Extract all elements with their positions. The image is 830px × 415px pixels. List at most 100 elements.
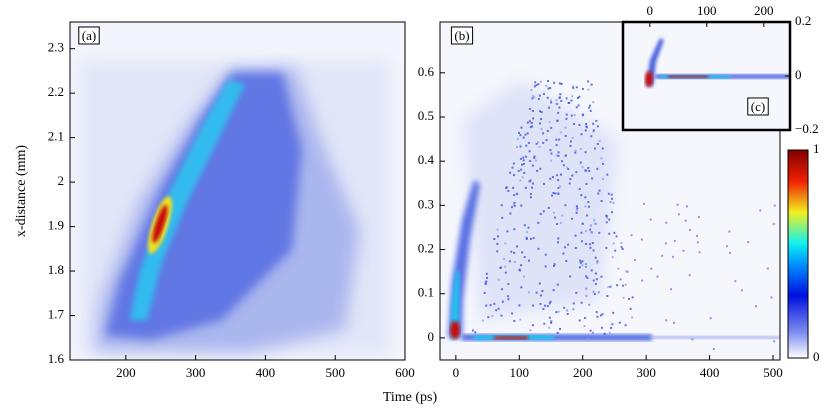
- noise-dot: [585, 182, 588, 185]
- noise-dot: [495, 309, 498, 312]
- y-tick-label: 0.3: [418, 196, 434, 211]
- x-tick-label: 0: [453, 365, 460, 380]
- noise-dot: [773, 204, 776, 207]
- noise-dot: [537, 247, 540, 250]
- noise-dot: [614, 249, 617, 252]
- noise-dot: [729, 251, 732, 254]
- noise-dot: [549, 149, 552, 152]
- noise-dot: [542, 210, 545, 213]
- noise-dot: [487, 316, 490, 319]
- noise-dot: [587, 80, 590, 83]
- noise-dot: [519, 134, 522, 137]
- noise-dot: [506, 230, 509, 233]
- noise-dot: [523, 171, 526, 174]
- noise-dot: [584, 266, 587, 269]
- y-tick-label: 0: [813, 349, 820, 364]
- noise-dot: [556, 283, 559, 286]
- x-axis-label: Time (ps): [383, 390, 438, 405]
- noise-dot: [595, 311, 598, 314]
- noise-dot: [491, 314, 494, 317]
- noise-dot: [712, 347, 715, 350]
- y-tick-label: 0.4: [418, 152, 435, 167]
- noise-dot: [585, 126, 588, 129]
- noise-dot: [568, 182, 571, 185]
- noise-dot: [551, 176, 554, 179]
- noise-dot: [553, 263, 556, 266]
- noise-dot: [579, 261, 582, 264]
- noise-dot: [594, 222, 597, 225]
- noise-dot: [543, 182, 546, 185]
- noise-dot: [506, 295, 509, 298]
- noise-dot: [519, 145, 522, 148]
- noise-dot: [528, 107, 531, 110]
- noise-dot: [520, 204, 523, 207]
- noise-dot: [538, 146, 541, 149]
- y-tick-label: 0.5: [418, 108, 434, 123]
- noise-dot: [546, 305, 549, 308]
- noise-dot: [509, 212, 512, 215]
- noise-dot: [585, 287, 588, 290]
- noise-dot: [565, 97, 568, 100]
- noise-dot: [575, 106, 578, 109]
- noise-dot: [536, 169, 539, 172]
- noise-dot: [569, 140, 572, 143]
- noise-dot: [529, 126, 532, 129]
- noise-dot: [552, 289, 555, 292]
- noise-dot: [580, 301, 583, 304]
- noise-dot: [572, 86, 575, 89]
- noise-dot: [688, 228, 691, 231]
- noise-dot: [543, 304, 546, 307]
- noise-dot: [518, 304, 521, 307]
- noise-dot: [504, 271, 507, 274]
- noise-dot: [584, 316, 587, 319]
- noise-dot: [555, 154, 558, 157]
- noise-dot: [548, 121, 551, 124]
- noise-dot: [582, 113, 585, 116]
- heatmap-a: [70, 22, 405, 360]
- noise-dot: [532, 304, 535, 307]
- panel-label: (b): [454, 28, 469, 43]
- noise-dot: [557, 179, 560, 182]
- noise-dot: [535, 291, 538, 294]
- noise-dot: [525, 237, 528, 240]
- noise-dot: [519, 179, 522, 182]
- noise-dot: [591, 241, 594, 244]
- noise-dot: [609, 326, 612, 329]
- noise-dot: [539, 212, 542, 215]
- noise-dot: [549, 300, 552, 303]
- noise-dot: [572, 85, 575, 88]
- x-tick-label: 200: [116, 365, 136, 380]
- noise-dot: [589, 246, 592, 249]
- noise-dot: [601, 177, 604, 180]
- x-tick-label: 500: [763, 365, 783, 380]
- noise-dot: [553, 81, 556, 84]
- noise-dot: [580, 240, 583, 243]
- noise-dot: [585, 275, 588, 278]
- y-tick-label: 0.6: [418, 64, 435, 79]
- colorbar: [787, 149, 809, 359]
- noise-dot: [496, 242, 499, 245]
- noise-dot: [589, 224, 592, 227]
- noise-dot: [519, 157, 522, 160]
- noise-dot: [529, 196, 532, 199]
- noise-dot: [530, 121, 533, 124]
- noise-dot: [529, 179, 532, 182]
- noise-dot: [493, 302, 496, 305]
- noise-dot: [567, 101, 570, 104]
- noise-dot: [526, 132, 529, 135]
- noise-dot: [521, 176, 524, 179]
- noise-dot: [580, 194, 583, 197]
- noise-dot: [532, 182, 535, 185]
- noise-dot: [513, 201, 516, 204]
- noise-dot: [596, 315, 599, 318]
- noise-dot: [740, 289, 743, 292]
- noise-dot: [557, 186, 560, 189]
- noise-dot: [611, 197, 614, 200]
- noise-dot: [589, 104, 592, 107]
- noise-dot: [497, 278, 500, 281]
- noise-dot: [570, 99, 573, 102]
- noise-dot: [611, 256, 614, 259]
- noise-dot: [548, 106, 551, 109]
- noise-dot: [549, 99, 552, 102]
- noise-dot: [542, 92, 545, 95]
